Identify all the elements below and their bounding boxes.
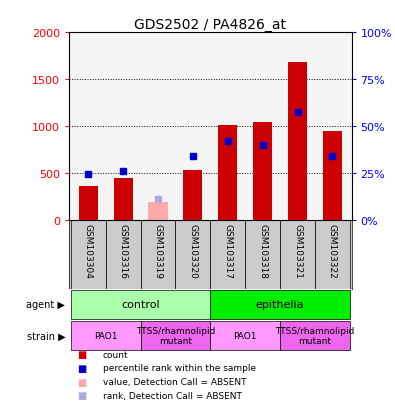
Text: ■: ■ <box>77 349 86 359</box>
Text: epithelia: epithelia <box>256 299 304 310</box>
Bar <box>175 221 211 289</box>
Bar <box>315 221 350 289</box>
Text: GSM103322: GSM103322 <box>328 223 337 278</box>
Text: GSM103318: GSM103318 <box>258 223 267 278</box>
Text: GSM103304: GSM103304 <box>84 223 93 278</box>
Bar <box>71 290 211 319</box>
Text: percentile rank within the sample: percentile rank within the sample <box>103 363 256 373</box>
Bar <box>106 221 141 289</box>
Bar <box>253 122 272 221</box>
Text: PAO1: PAO1 <box>94 331 117 340</box>
Text: control: control <box>121 299 160 310</box>
Text: PAO1: PAO1 <box>233 331 257 340</box>
Bar <box>280 321 350 350</box>
Bar <box>114 179 133 221</box>
Bar <box>245 221 280 289</box>
Bar <box>323 132 342 221</box>
Text: GSM103320: GSM103320 <box>188 223 198 278</box>
Bar <box>141 221 175 289</box>
Title: GDS2502 / PA4826_at: GDS2502 / PA4826_at <box>134 18 286 32</box>
Bar <box>218 126 237 221</box>
Bar <box>71 321 141 350</box>
Bar <box>211 221 245 289</box>
Text: strain ▶: strain ▶ <box>26 330 65 341</box>
Bar <box>149 202 167 221</box>
Bar <box>288 63 307 221</box>
Text: GSM103319: GSM103319 <box>154 223 162 278</box>
Text: GSM103316: GSM103316 <box>118 223 128 278</box>
Text: value, Detection Call = ABSENT: value, Detection Call = ABSENT <box>103 377 246 386</box>
Text: ■: ■ <box>77 390 86 400</box>
Text: agent ▶: agent ▶ <box>26 299 65 310</box>
Text: TTSS/rhamnolipid
mutant: TTSS/rhamnolipid mutant <box>275 326 355 345</box>
Bar <box>79 186 98 221</box>
Bar <box>141 321 211 350</box>
Bar <box>71 221 106 289</box>
Text: rank, Detection Call = ABSENT: rank, Detection Call = ABSENT <box>103 391 242 400</box>
Bar <box>211 321 280 350</box>
Bar <box>183 170 203 221</box>
Text: count: count <box>103 350 128 359</box>
Text: GSM103321: GSM103321 <box>293 223 302 278</box>
Text: GSM103317: GSM103317 <box>223 223 232 278</box>
Text: ■: ■ <box>77 377 86 387</box>
Text: TTSS/rhamnolipid
mutant: TTSS/rhamnolipid mutant <box>136 326 215 345</box>
Text: ■: ■ <box>77 363 86 373</box>
Bar <box>211 290 350 319</box>
Bar <box>280 221 315 289</box>
